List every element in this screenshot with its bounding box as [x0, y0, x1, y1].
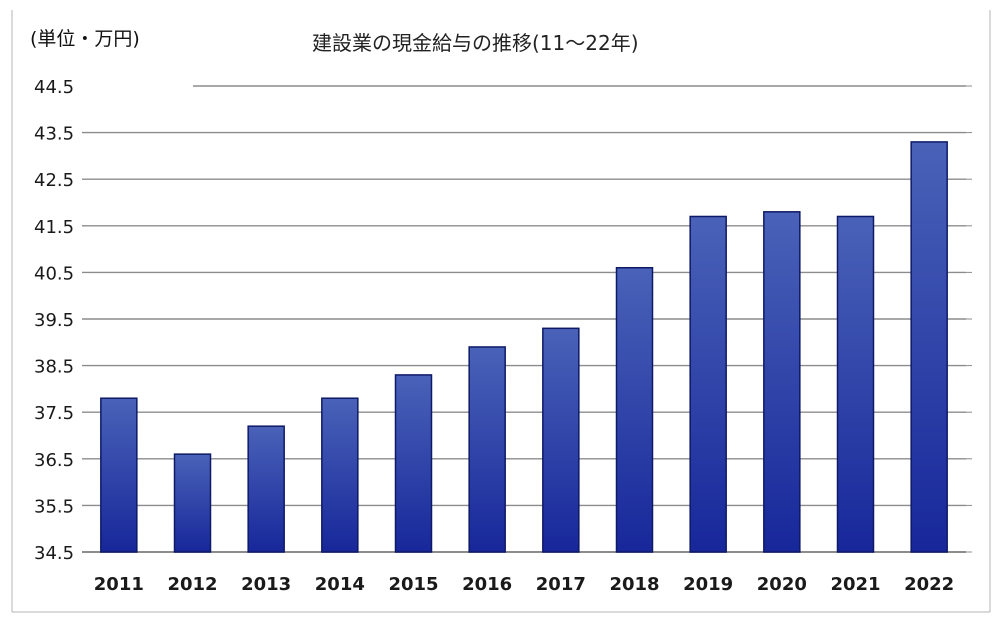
x-tick-label: 2011 [94, 574, 144, 595]
bar-2020 [763, 211, 801, 553]
bar-2019 [689, 215, 727, 553]
frame-lines [11, 10, 991, 613]
bar-2012 [173, 453, 212, 553]
bar-2014 [321, 397, 359, 553]
x-tick-label: 2019 [683, 574, 733, 595]
bar-2013 [247, 425, 285, 553]
bar-2018 [615, 266, 654, 553]
bar-2015 [394, 374, 433, 553]
y-tick-label: 44.5 [34, 77, 74, 98]
bar-2017 [542, 327, 580, 553]
chart-title: 建設業の現金給与の推移(11～22年) [312, 31, 639, 55]
bar-2021 [836, 215, 875, 553]
x-tick-label: 2016 [462, 574, 512, 595]
x-tick-label: 2013 [241, 574, 291, 595]
x-tick-label: 2022 [904, 574, 954, 595]
bar-2022 [910, 141, 948, 553]
y-tick-label: 43.5 [34, 124, 74, 145]
bar-2016 [468, 346, 506, 553]
bars [100, 141, 948, 553]
y-tick-label: 34.5 [34, 543, 74, 564]
y-axis-ticks: 34.5 35.5 36.5 37.5 38.5 39.5 40.5 41.5 42.5 43.5… [34, 77, 74, 564]
gridlines [82, 85, 972, 553]
y-tick-label: 37.5 [34, 403, 74, 424]
x-axis-ticks: 2011 2012 2013 2014 2015 2016 2017 2018 2019 2020… [94, 574, 954, 595]
x-tick-label: 2014 [315, 574, 365, 595]
x-tick-label: 2021 [830, 574, 880, 595]
x-tick-label: 2017 [536, 574, 586, 595]
unit-label: (単位・万円) [30, 28, 140, 50]
x-tick-label: 2020 [757, 574, 807, 595]
y-tick-label: 38.5 [34, 357, 74, 378]
bar-2011 [100, 397, 138, 553]
y-tick-label: 42.5 [34, 170, 74, 191]
x-tick-label: 2012 [167, 574, 217, 595]
y-tick-label: 36.5 [34, 450, 74, 471]
y-tick-label: 39.5 [34, 310, 74, 331]
y-tick-label: 35.5 [34, 496, 74, 517]
y-tick-label: 41.5 [34, 217, 74, 238]
y-tick-label: 40.5 [34, 263, 74, 284]
x-tick-label: 2018 [609, 574, 659, 595]
x-tick-label: 2015 [388, 574, 438, 595]
